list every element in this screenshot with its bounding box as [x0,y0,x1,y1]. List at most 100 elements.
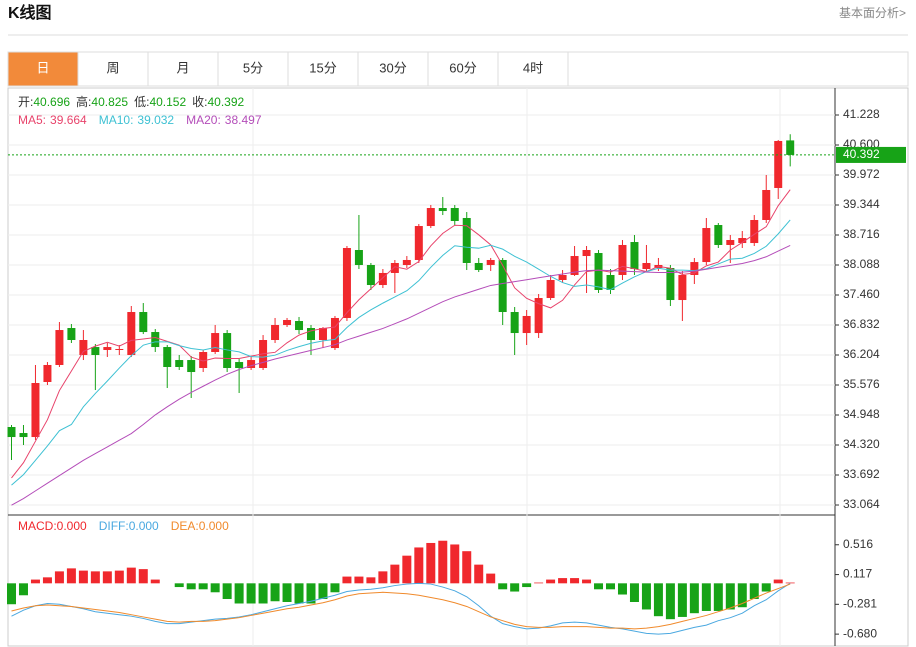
macd-bar [534,582,544,584]
macd-bar [617,583,627,595]
macd-bar [701,583,711,611]
tab[interactable]: 周 [77,51,149,87]
candle-body [606,274,615,290]
y-tick-label: 37.460 [843,287,880,301]
macd-bar [570,578,580,584]
candle-body [330,317,339,349]
candle-body [402,259,411,266]
candle-body [318,328,327,341]
macd-bar [126,567,136,584]
candle-body [295,320,304,331]
tab[interactable]: 月 [147,51,219,87]
macd-bar [54,571,64,584]
y-tick-label: 35.576 [843,377,880,391]
macd-bar [773,579,783,584]
macd-bar [294,583,304,604]
macd-bar [713,583,723,611]
y-tick-label: 34.320 [843,437,880,451]
candle-body [139,312,148,333]
indicator-line [11,582,791,635]
candle-body [235,362,244,369]
y-tick-label: 38.716 [843,227,880,241]
macd-bar [737,583,747,608]
candle-body [690,262,699,275]
macd-bar [438,540,448,584]
macd-bar [78,570,88,584]
tab-bg [427,51,499,87]
macd-bar [186,583,196,590]
indicator-line [11,583,791,630]
macd-bar [66,568,76,584]
candle-body [498,259,507,313]
macd-bar [366,577,376,584]
candle-body [31,383,40,438]
tab[interactable]: 60分 [427,51,499,87]
macd-bar [606,583,615,590]
indicator-line [11,189,791,479]
y-tick-label: 36.832 [843,317,880,331]
tab-label: 5分 [243,60,263,75]
candle-body [726,240,735,245]
candle-body [55,330,64,365]
candle-body [438,208,447,212]
candle-body [354,250,363,266]
tab[interactable]: 日 [7,51,79,87]
ohlc-value: 40.825 [91,95,128,109]
candle-body [378,272,387,286]
candle-body [103,347,112,350]
chart-frame [7,87,909,647]
tab[interactable]: 30分 [357,51,429,87]
ohlc-key: 低: [134,95,149,109]
indicator-line [11,245,791,506]
ohlc-key: 收: [192,95,207,109]
ohlc-header: 开:40.696 高:40.825 低:40.152 收:40.392 [18,94,245,109]
macd-bar [546,579,556,584]
legend-name: MA20: [186,113,221,127]
macd-bar [30,579,40,584]
macd-bar [150,579,160,584]
candle-body [522,315,531,334]
candle-body [19,433,28,438]
candle-body [211,333,220,352]
macd-bar [114,570,124,584]
macd-bar [234,583,244,604]
indicator-key: DIFF: [99,519,129,533]
macd-bar [330,583,340,593]
tab-bg [357,51,429,87]
tab-bg [77,51,149,87]
ohlc-key: 开: [18,95,33,109]
macd-bar [522,583,532,588]
macd-bar [402,555,412,584]
analysis-link[interactable]: 基本面分析> [839,6,906,20]
macd-bar [594,583,604,590]
candle-body [366,265,375,286]
tab-bg [217,51,289,87]
macd-bar [258,583,268,604]
candle-body [163,347,172,367]
candle-body [247,360,256,369]
macd-bar [390,564,400,584]
macd-bar [558,578,568,584]
candle-body [738,238,747,244]
macd-bar [462,551,472,584]
candle-body [151,332,160,348]
candle-body [558,274,567,281]
tab[interactable]: 5分 [217,51,289,87]
price-label: 40.392 [843,147,880,161]
macd-bar [582,579,592,584]
tab[interactable]: 15分 [287,51,359,87]
legend-name: MA5: [18,113,46,127]
macd-bar [749,583,759,600]
macd-bar [198,583,208,590]
macd-bar [414,547,424,584]
candle-body [127,312,136,356]
candle-body [7,427,16,438]
indicator-value: 0.000 [199,519,229,533]
macd-bar [761,583,771,592]
tab-label: 周 [106,60,119,75]
candle-body [582,250,591,257]
ohlc-value: 40.152 [149,95,186,109]
y-tick-label: 39.972 [843,167,880,181]
tab[interactable]: 4时 [497,51,569,87]
candle-body [67,328,76,341]
